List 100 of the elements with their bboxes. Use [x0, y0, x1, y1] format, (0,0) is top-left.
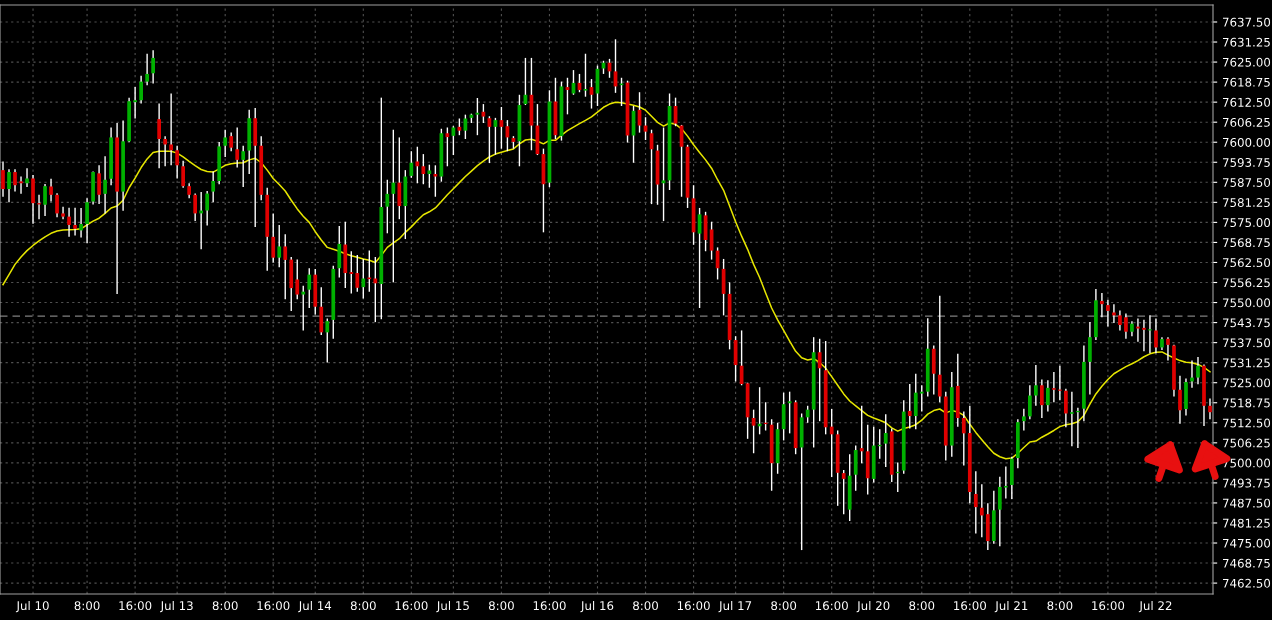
x-tick-label: 8:00 [212, 601, 238, 611]
candlestick [859, 405, 864, 464]
candlestick [205, 190, 210, 227]
candlestick [1208, 397, 1212, 420]
x-tick-label: Jul 22 [1138, 600, 1172, 613]
x-tick-label: Jul 10 [15, 600, 49, 613]
x-tick-label: 16:00 [395, 601, 428, 611]
candlestick [211, 170, 216, 203]
y-tick-label: 7468.75 [1223, 558, 1270, 568]
candlestick [355, 254, 360, 293]
y-tick-label: 7550.00 [1223, 298, 1271, 308]
candlestick [1070, 390, 1074, 447]
candlestick [415, 146, 420, 184]
x-tick-label: 16:00 [257, 601, 290, 611]
y-tick-label: 7462.50 [1223, 578, 1271, 588]
x-tick-label: Jul 16 [580, 600, 614, 613]
x-tick-label: 8:00 [74, 601, 100, 611]
candlestick [361, 258, 366, 300]
y-tick-label: 7625.00 [1223, 57, 1271, 67]
candlestick [997, 475, 1002, 547]
candlestick [49, 178, 53, 203]
candlestick [157, 102, 161, 169]
candlestick [427, 163, 432, 189]
candlestick [1118, 309, 1122, 332]
candlestick [1142, 319, 1146, 352]
x-tick-label: 8:00 [488, 601, 514, 611]
candlestick [175, 145, 180, 180]
candlestick [163, 135, 167, 167]
candlestick [1136, 317, 1140, 343]
y-tick-label: 7568.75 [1223, 238, 1270, 248]
candlestick [151, 49, 155, 85]
candlestick [193, 192, 198, 222]
candlestick [1046, 379, 1050, 413]
y-tick-label: 7531.25 [1223, 358, 1270, 368]
candlestick [1, 160, 5, 198]
candlestick [1027, 384, 1032, 420]
candlestick [1021, 407, 1026, 432]
y-tick-label: 7600.00 [1223, 137, 1271, 147]
candlestick [307, 267, 312, 309]
x-tick-label: Jul 15 [436, 600, 469, 613]
candlestick [973, 470, 978, 535]
x-tick-label: 8:00 [909, 601, 935, 611]
candlestick [1124, 312, 1128, 340]
y-tick-label: 7475.00 [1223, 538, 1271, 548]
candlestick [841, 469, 846, 515]
candlestick [979, 483, 984, 538]
candlestick [787, 390, 792, 435]
candlestick [7, 168, 11, 203]
y-tick-label: 7487.50 [1223, 498, 1271, 508]
x-tick-label: 16:00 [815, 601, 848, 611]
candlestick [13, 168, 17, 193]
candlestick [883, 413, 888, 468]
candlestick [1178, 374, 1182, 425]
candlestick [1166, 336, 1170, 362]
x-tick-label: 16:00 [1092, 601, 1125, 611]
candlestick [1112, 303, 1116, 324]
x-tick-label: Jul 17 [718, 600, 752, 613]
y-tick-label: 7606.25 [1223, 117, 1270, 127]
x-tick-label: 16:00 [533, 601, 566, 611]
y-tick-label: 7481.25 [1223, 518, 1270, 528]
y-tick-label: 7493.75 [1223, 478, 1270, 488]
candlestick [817, 338, 822, 422]
candlestick [391, 129, 396, 284]
candlestick [421, 153, 426, 185]
y-tick-label: 7543.75 [1223, 318, 1270, 328]
candlestick [181, 160, 186, 189]
x-tick-label: 16:00 [677, 601, 710, 611]
candlestick [55, 192, 59, 218]
y-tick-label: 7556.25 [1223, 278, 1270, 288]
candlestick [829, 408, 834, 478]
candlestick [73, 206, 77, 237]
candlestick [433, 164, 438, 198]
candlestick [295, 258, 300, 301]
y-tick-label: 7593.75 [1223, 157, 1270, 167]
candlestick [283, 233, 288, 301]
candlestick [43, 183, 47, 217]
candlestick [1003, 465, 1008, 500]
candlestick [277, 224, 282, 268]
x-tick-label: Jul 20 [856, 600, 890, 613]
x-tick-label: 16:00 [954, 601, 987, 611]
candlestick [409, 150, 414, 179]
candlestick [583, 53, 588, 98]
candlestick [103, 155, 107, 215]
candlestick [139, 75, 143, 105]
candlestick [235, 126, 240, 169]
candlestick [397, 136, 402, 220]
candlestick [271, 212, 276, 264]
y-tick-label: 7587.50 [1223, 178, 1271, 187]
candlestick [1196, 356, 1200, 386]
candlestick [919, 384, 924, 413]
y-tick-label: 7506.25 [1223, 438, 1270, 448]
candlestick [1100, 292, 1104, 318]
candlestick [19, 175, 23, 195]
y-tick-label: 7637.50 [1223, 17, 1271, 27]
candlestick [1148, 314, 1152, 354]
x-tick-label: 8:00 [771, 601, 797, 611]
candlestick [169, 92, 173, 167]
candlestick [79, 207, 83, 239]
candlestick [241, 145, 246, 188]
candlestick [373, 256, 378, 323]
